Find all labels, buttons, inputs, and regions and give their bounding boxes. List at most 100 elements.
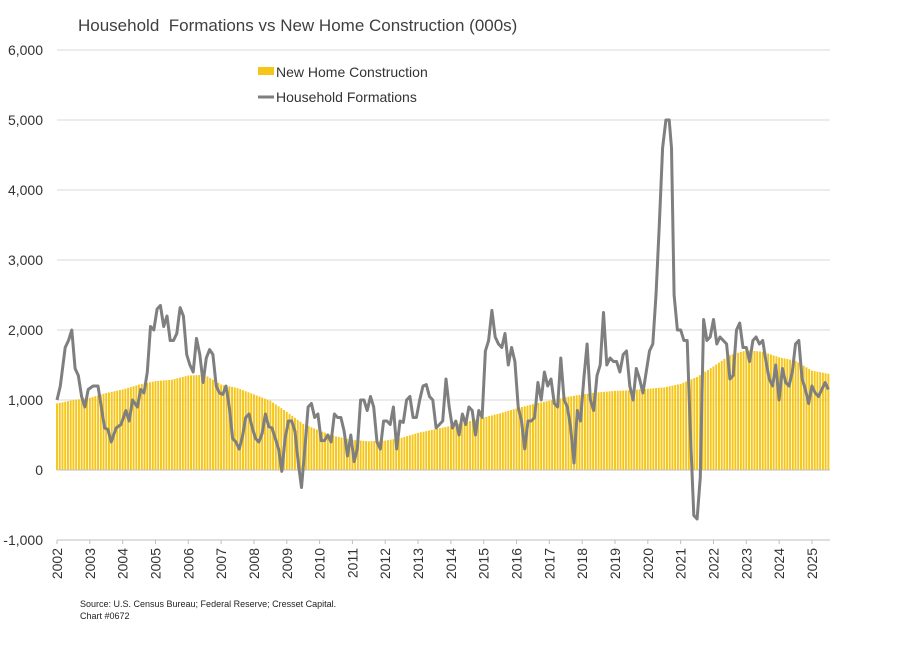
bar [310,427,313,470]
x-tick-label: 2010 [312,548,328,579]
x-tick-label: 2021 [673,548,689,579]
bar [165,380,168,470]
bar [624,390,627,470]
bar [192,375,195,470]
bar [411,434,414,470]
y-tick-label: 4,000 [8,182,43,198]
x-tick-label: 2024 [771,548,787,579]
bar [378,440,381,470]
bar [676,384,679,470]
bar [244,391,247,470]
bar [605,391,608,470]
bar [712,366,715,470]
bar [490,415,493,470]
bar [507,410,510,470]
bar [455,424,458,470]
legend-swatch-new-home-construction [258,67,274,75]
bar [61,402,64,470]
bar [463,422,466,470]
bar [105,393,108,470]
bar [501,412,504,470]
bar [408,435,411,470]
bar [77,399,80,470]
bar [696,376,699,470]
bar [493,414,496,470]
bar [466,421,469,470]
bar [124,388,127,470]
bar [91,397,94,470]
bar [723,358,726,470]
bar [786,359,789,470]
bar [318,430,321,470]
bar [395,438,398,470]
bar [362,440,365,470]
bar [400,437,403,470]
bar [745,350,748,470]
bar [138,384,141,470]
bar [737,352,740,470]
bar [335,436,337,470]
bar [802,365,805,470]
bar [129,387,132,470]
bar [190,375,192,470]
bar [359,440,362,470]
y-tick-label: 3,000 [8,252,43,268]
bar [816,371,819,470]
bar [214,381,217,470]
bar [56,403,58,470]
bar [302,423,305,470]
bar [356,440,359,470]
bar [321,431,324,470]
x-tick-label: 2017 [541,548,557,579]
bar [80,398,83,470]
bar [775,356,778,470]
bar [83,398,86,470]
bar [258,396,261,470]
bar [573,395,575,470]
bar [750,350,753,470]
bar [97,395,99,470]
x-tick-label: 2016 [509,548,525,579]
bar [652,388,655,470]
bar [512,409,515,470]
bars-new-home-construction [56,350,830,470]
line-household-formations [55,118,830,521]
bar [709,368,712,470]
chart-id-text: Chart #0672 [80,611,130,621]
bar [452,425,455,470]
x-tick-label: 2012 [377,548,393,579]
bar [460,423,463,470]
bar [121,389,124,470]
bar [173,379,176,470]
bar [392,439,395,470]
x-tick-label: 2004 [115,548,131,579]
x-tick-label: 2023 [738,548,754,579]
bar [69,400,72,470]
bar [441,427,444,470]
bar [387,440,389,470]
bar [657,387,660,470]
bar [499,413,502,470]
bar [337,436,340,470]
source-text: Source: U.S. Census Bureau; Federal Rese… [80,599,337,609]
bar [759,351,761,470]
bar [370,441,373,470]
bar [603,391,606,470]
x-tick-label: 2014 [443,548,459,579]
bar [250,393,253,470]
bar [717,362,720,470]
bar [720,360,723,470]
bar [88,397,91,470]
bar [116,390,119,470]
bar [529,404,532,470]
bar [611,391,614,470]
y-tick-label: 1,000 [8,392,43,408]
x-tick-label: 2005 [147,548,163,579]
bar [482,417,485,470]
bar [140,384,143,470]
bar [146,382,149,470]
bar [288,413,291,470]
bar [551,400,554,470]
x-tick-label: 2020 [640,548,656,579]
